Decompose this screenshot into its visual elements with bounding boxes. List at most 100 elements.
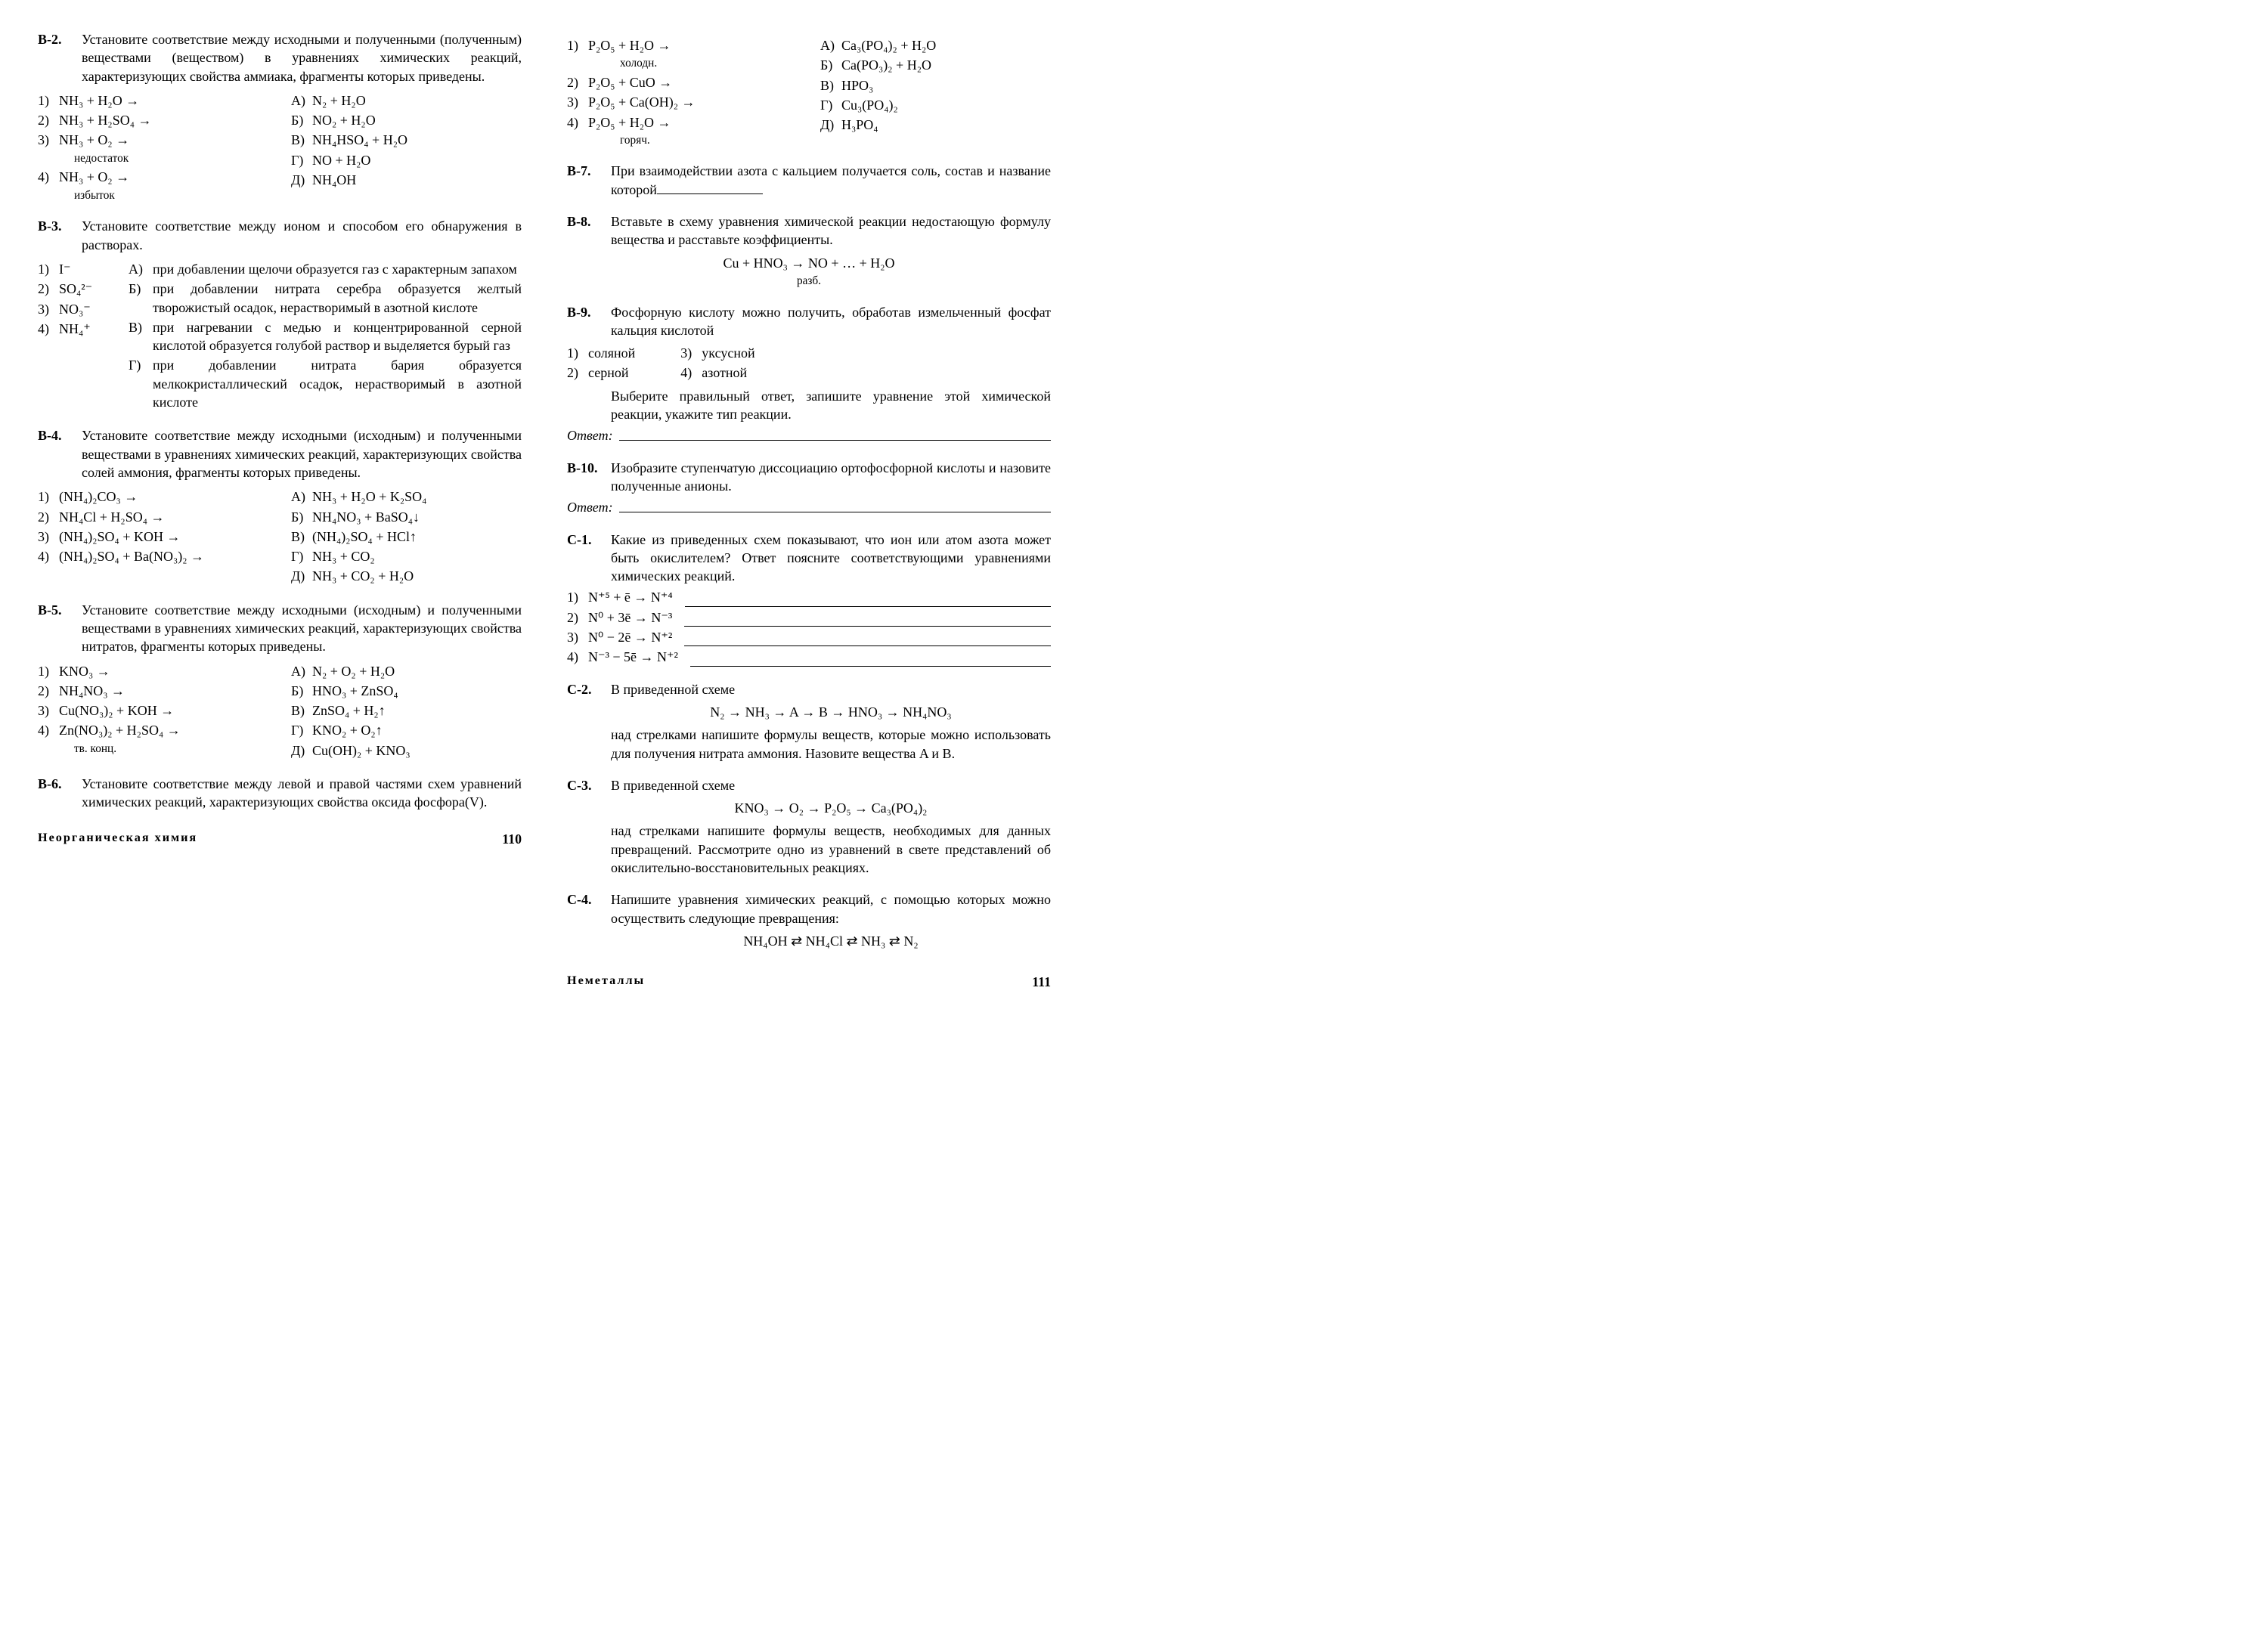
page-right: 1)P₂O₅ + H₂O → холодн. 2)P₂O₅ + CuO → 3)… (567, 30, 1051, 991)
c3-text2: над стрелками напишите формулы веществ, … (611, 822, 1051, 877)
task-b3: В-3. Установите соответствие между ионом… (38, 217, 522, 413)
b9-o1: соляной (588, 344, 635, 362)
task-label: В-4. (38, 426, 74, 444)
b2-l1: NH₃ + H₂O → (59, 91, 139, 110)
b3-rV: при нагревании с медью и концентрированн… (153, 318, 522, 355)
b9-o2: серной (588, 364, 628, 382)
b4-l2: NH₄Cl + H₂SO₄ → (59, 508, 165, 526)
b5-rG: KNO₂ + O₂↑ (312, 721, 383, 739)
b4-l3: (NH₄)₂SO₄ + KOH → (59, 528, 180, 546)
b8-eq-note: разб. (567, 274, 1051, 289)
b6-rV: HPO₃ (841, 76, 873, 94)
task-b10: В-10. Изобразите ступенчатую диссоциацию… (567, 459, 1051, 517)
task-label: С-4. (567, 890, 603, 909)
b6-rG: Cu₃(PO₄)₂ (841, 96, 898, 114)
b6-rA: Ca₃(PO₄)₂ + H₂O (841, 36, 936, 54)
c3-eq: KNO₃ → O₂ → P₂O₅ → Ca₃(PO₄)₂ (611, 799, 1051, 817)
b2-l2: NH₃ + H₂SO₄ → (59, 111, 151, 129)
b2-rG: NO + H₂O (312, 151, 370, 169)
footer-left: Неорганическая химия 110 (38, 830, 522, 848)
b6-l2: P₂O₅ + CuO → (588, 73, 672, 91)
task-b6: В-6. Установите соответствие между левой… (38, 775, 522, 812)
b3-l4: NH₄⁺ (59, 320, 91, 338)
c2-text2: над стрелками напишите формулы веществ, … (611, 726, 1051, 763)
b2-rV: NH₄HSO₄ + H₂O (312, 131, 407, 149)
task-text: Установите соответствие между исходными … (82, 601, 522, 656)
answer-label: Ответ: (567, 426, 613, 444)
task-b2: В-2. Установите соответствие между исход… (38, 30, 522, 203)
task-c1: С-1. Какие из приведенных схем показываю… (567, 531, 1051, 667)
task-label: С-1. (567, 531, 603, 549)
b3-rA: при добавлении щелочи образуется газ с х… (153, 260, 517, 278)
b6-rB: Ca(PO₃)₂ + H₂O (841, 56, 931, 74)
task-b6-right: 1)P₂O₅ + H₂O → холодн. 2)P₂O₅ + CuO → 3)… (567, 35, 1051, 148)
c1-l2: N⁰ + 3ē → N⁻³ (588, 608, 672, 627)
footer-right: Неметаллы 111 (567, 973, 1051, 991)
b3-l2: SO₄²⁻ (59, 280, 92, 298)
b5-l4: Zn(NO₃)₂ + H₂SO₄ → (59, 721, 181, 739)
footer-section: Неорганическая химия (38, 830, 197, 848)
b6-l1-note: холодн. (620, 56, 798, 72)
task-c4: С-4. Напишите уравнения химических реакц… (567, 890, 1051, 955)
b2-rA: N₂ + H₂O (312, 91, 366, 110)
blank-line (657, 181, 763, 194)
b4-rG: NH₃ + CO₂ (312, 547, 375, 565)
task-label: В-7. (567, 162, 603, 180)
b4-rA: NH₃ + H₂O + K₂SO₄ (312, 488, 426, 506)
b2-l3: NH₃ + O₂ → (59, 131, 129, 149)
task-label: В-6. (38, 775, 74, 793)
task-text: Вставьте в схему уравнения химической ре… (611, 212, 1051, 249)
answer-blank (619, 498, 1051, 512)
b9-o3: уксусной (702, 344, 754, 362)
task-label: В-8. (567, 212, 603, 231)
b6-l1: P₂O₅ + H₂O → (588, 36, 671, 54)
task-text: Изобразите ступенчатую диссоциацию ортоф… (611, 459, 1051, 496)
b6-l4: P₂O₅ + H₂O → (588, 113, 671, 132)
task-label: С-2. (567, 680, 603, 698)
answer-blank (619, 426, 1051, 441)
b3-l1: I⁻ (59, 260, 71, 278)
c1-l3: N⁰ − 2ē → N⁺² (588, 628, 672, 646)
task-label: В-3. (38, 217, 74, 235)
b5-rB: HNO₃ + ZnSO₄ (312, 682, 398, 700)
b8-equation: Cu + HNO₃ → NO + … + H₂O (567, 254, 1051, 272)
task-text: Установите соответствие между исходными … (82, 426, 522, 481)
c1-l1: N⁺⁵ + ē → N⁺⁴ (588, 588, 673, 606)
task-text: Установите соответствие между левой и пр… (82, 775, 522, 812)
page-left: В-2. Установите соответствие между исход… (38, 30, 522, 991)
b2-l3-note: недостаток (74, 151, 268, 167)
b5-rA: N₂ + O₂ + H₂O (312, 662, 395, 680)
b5-rD: Cu(OH)₂ + KNO₃ (312, 741, 411, 760)
b4-l4: (NH₄)₂SO₄ + Ba(NO₃)₂ → (59, 547, 204, 565)
page-number: 111 (1032, 973, 1051, 991)
task-label: В-10. (567, 459, 603, 477)
task-label: С-3. (567, 776, 603, 794)
b9-text2: Выберите правильный ответ, запишите урав… (611, 387, 1051, 424)
page-number: 110 (502, 830, 522, 848)
b3-rB: при добавлении нитрата серебра образуетс… (153, 280, 522, 317)
c3-text1: В приведенной схеме (611, 776, 1051, 794)
task-text: Фосфорную кислоту можно получить, обрабо… (611, 303, 1051, 340)
b9-o4: азотной (702, 364, 747, 382)
task-b5: В-5. Установите соответствие между исход… (38, 601, 522, 761)
task-b7: В-7. При взаимодействии азота с кальцием… (567, 162, 1051, 199)
c2-text1: В приведенной схеме (611, 680, 1051, 698)
task-text: Какие из приведенных схем показывают, чт… (611, 531, 1051, 586)
task-text: Установите соответствие между исходными … (82, 30, 522, 85)
task-c3: С-3. В приведенной схеме KNO₃ → O₂ → P₂O… (567, 776, 1051, 877)
b4-rV: (NH₄)₂SO₄ + HCl↑ (312, 528, 417, 546)
b3-rG: при добавлении нитрата бария образуется … (153, 356, 522, 411)
task-label: В-5. (38, 601, 74, 619)
b2-rD: NH₄OH (312, 171, 356, 189)
c2-eq: N₂ → NH₃ → A → B → HNO₃ → NH₄NO₃ (611, 703, 1051, 721)
task-b4: В-4. Установите соответствие между исход… (38, 426, 522, 587)
answer-label: Ответ: (567, 498, 613, 516)
task-text: При взаимодействии азота с кальцием полу… (611, 162, 1051, 199)
b3-l3: NO₃⁻ (59, 300, 91, 318)
b4-rB: NH₄NO₃ + BaSO₄↓ (312, 508, 420, 526)
task-label: В-2. (38, 30, 74, 48)
b5-l3: Cu(NO₃)₂ + KOH → (59, 701, 174, 720)
b5-rV: ZnSO₄ + H₂↑ (312, 701, 386, 720)
b5-l4-note: тв. конц. (74, 741, 268, 757)
b2-rB: NO₂ + H₂O (312, 111, 376, 129)
